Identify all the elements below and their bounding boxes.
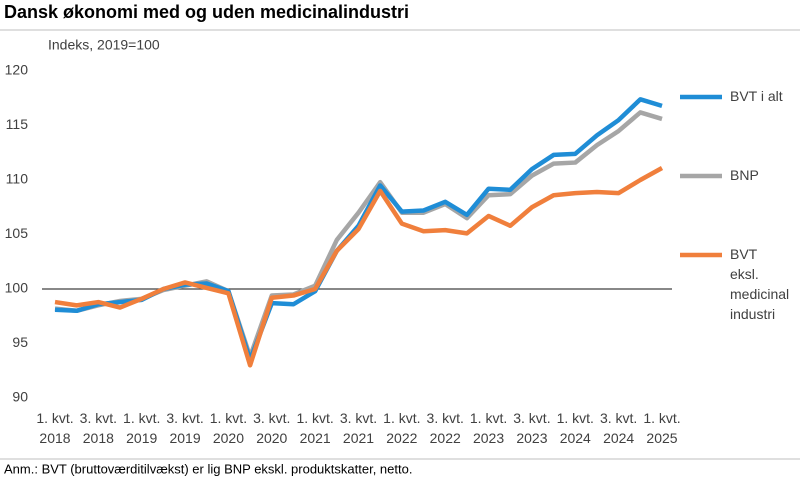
- legend-label: BVT i alt: [730, 88, 783, 104]
- legend-label: BVT eksl. medicinal industri: [730, 246, 789, 322]
- x-tick-label: 3. kvt. 2021: [340, 410, 377, 446]
- y-tick-label: 100: [5, 280, 29, 296]
- chart-title: Dansk økonomi med og uden medicinalindus…: [4, 2, 409, 22]
- x-tick-label: 3. kvt. 2020: [253, 410, 290, 446]
- x-tick-label: 1. kvt. 2023: [470, 410, 507, 446]
- x-tick-label: 3. kvt. 2022: [427, 410, 464, 446]
- x-tick-label: 3. kvt. 2018: [80, 410, 117, 446]
- series-line: [54, 110, 663, 359]
- x-tick-label: 1. kvt. 2025: [643, 410, 680, 446]
- x-tick-label: 1. kvt. 2020: [210, 410, 247, 446]
- series-line: [54, 166, 664, 368]
- note: Anm.: BVT (bruttoværditilvækst) er lig B…: [4, 461, 412, 476]
- y-tick-label: 95: [12, 334, 28, 350]
- x-tick-label: 3. kvt. 2024: [600, 410, 637, 446]
- x-tick-label: 1. kvt. 2024: [557, 410, 594, 446]
- x-tick-label: 1. kvt. 2019: [123, 410, 160, 446]
- y-tick-label: 120: [5, 62, 29, 78]
- x-tick-label: 1. kvt. 2022: [383, 410, 420, 446]
- y-axis-label: Indeks, 2019=100: [48, 37, 160, 53]
- y-tick-label: 110: [6, 171, 29, 187]
- x-tick-label: 3. kvt. 2023: [513, 410, 550, 446]
- x-tick-label: 1. kvt. 2021: [296, 410, 333, 446]
- y-tick-label: 105: [5, 225, 29, 241]
- x-tick-label: 1. kvt. 2018: [36, 410, 73, 446]
- y-tick-label: 90: [12, 389, 28, 405]
- y-tick-label: 115: [6, 116, 29, 132]
- legend-label: BNP: [730, 167, 759, 183]
- x-tick-label: 3. kvt. 2019: [166, 410, 203, 446]
